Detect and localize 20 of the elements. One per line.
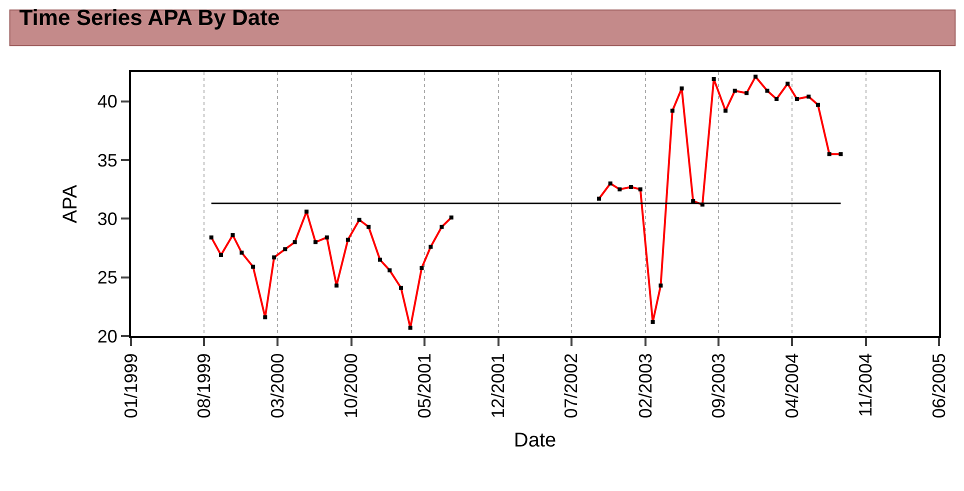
x-tick-label: 03/2000 xyxy=(267,353,288,418)
x-tick-label: 09/2003 xyxy=(708,353,728,418)
x-tick-label: 01/1999 xyxy=(120,353,141,418)
y-tick-label: 25 xyxy=(97,268,118,288)
x-tick-label: 10/2000 xyxy=(341,353,362,418)
x-tick-label: 04/2004 xyxy=(782,353,802,418)
y-tick-label: 35 xyxy=(97,150,118,170)
chart-title: Time Series APA By Date xyxy=(19,4,280,30)
x-tick-label: 05/2001 xyxy=(414,353,434,418)
y-axis-title: APA xyxy=(59,184,82,224)
y-tick-label: 40 xyxy=(97,92,118,112)
y-tick-label: 20 xyxy=(97,326,118,346)
x-tick-label: 06/2005 xyxy=(928,353,949,418)
x-tick-label: 02/2003 xyxy=(635,353,656,418)
x-tick-label: 08/1999 xyxy=(194,353,214,418)
x-tick-label: 07/2002 xyxy=(561,353,582,418)
y-tick-label: 30 xyxy=(97,208,118,229)
x-axis-title: Date xyxy=(514,429,556,452)
x-tick-label: 12/2001 xyxy=(488,353,508,418)
x-tick-label: 11/2004 xyxy=(856,353,876,417)
